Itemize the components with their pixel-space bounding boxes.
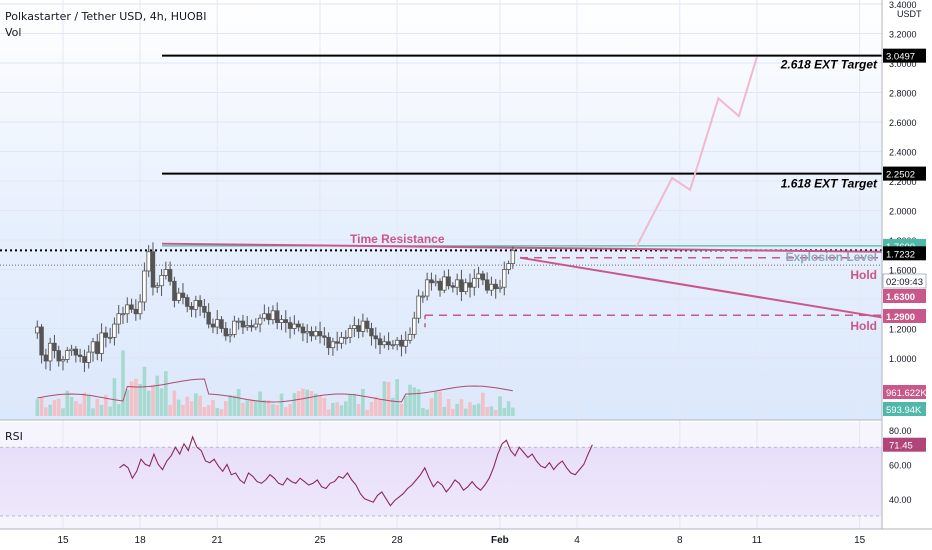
price-label-box — [883, 309, 926, 323]
price-label-box — [883, 289, 926, 303]
x-tick: 28 — [392, 535, 404, 546]
volume-label: Vol — [5, 26, 22, 39]
price-label: 593.94K — [886, 405, 922, 416]
y-tick: 2.0000 — [889, 207, 917, 217]
price-label-box — [883, 402, 926, 416]
rsi-tick: 60.00 — [889, 460, 912, 470]
x-tick: Feb — [491, 535, 509, 546]
y-tick: 3.2000 — [889, 30, 917, 40]
y-tick: 1.2000 — [889, 325, 917, 335]
rsi-value-box — [883, 437, 926, 452]
x-tick: 15 — [57, 535, 69, 546]
price-label: 3.0497 — [886, 52, 915, 63]
candles — [35, 242, 516, 373]
y-tick: 2.4000 — [889, 148, 917, 158]
time-axis: 15 18 21 25 28 Feb 4 8 11 15 — [57, 535, 865, 546]
price-label: 02:09:43 — [886, 277, 923, 288]
y-tick: 3.0000 — [889, 59, 917, 69]
level-lines — [0, 54, 883, 329]
x-tick: 4 — [574, 535, 580, 546]
y-tick: 1.0000 — [889, 354, 917, 364]
y-tick: 2.6000 — [889, 118, 917, 128]
y-tick: 1.6000 — [889, 266, 917, 276]
rsi-tick: 80.00 — [889, 426, 912, 436]
price-label-box — [883, 166, 926, 181]
price-label: 1.7232 — [886, 249, 915, 260]
x-tick: 8 — [677, 535, 683, 546]
grid — [0, 0, 882, 529]
time-resistance-label: Time Resistance — [350, 232, 445, 246]
chart-title: Polkastarter / Tether USD, 4h, HUOBI — [5, 10, 207, 23]
price-label: 2.2502 — [886, 170, 915, 181]
hold-lower-label: Hold — [850, 319, 877, 333]
ext-2618-label: 2.618 EXT Target — [780, 58, 878, 72]
x-tick: 15 — [854, 535, 866, 546]
hold-upper-label: Hold — [850, 268, 877, 282]
x-tick: 18 — [135, 535, 147, 546]
y-axis-unit: USDT — [897, 9, 922, 19]
rsi-indicator — [0, 435, 882, 517]
price-label-box — [883, 246, 926, 261]
price-label-box — [883, 385, 926, 399]
rsi-value: 71.45 — [889, 441, 913, 452]
price-label-box — [882, 273, 927, 289]
price-label: 961.622K — [886, 388, 927, 399]
x-tick: 11 — [752, 535, 763, 546]
annotations: 2.618 EXT Target 1.618 EXT Target Time Res… — [350, 58, 878, 333]
rsi-label: RSI — [5, 430, 23, 443]
x-tick: 21 — [212, 535, 224, 546]
y-tick: 2.8000 — [889, 89, 917, 99]
volume-bars — [35, 350, 515, 416]
explosion-level-label: Explosion Level — [786, 250, 877, 264]
y-tick: 2.2000 — [889, 177, 917, 187]
x-tick: 25 — [314, 535, 326, 546]
y-tick: 3.4000 — [889, 0, 917, 10]
price-label-box — [883, 48, 926, 63]
price-axis: 3.4000 3.2000 3.0000 2.8000 2.6000 2.4000 2.20… — [0, 0, 932, 530]
price-label: 1.6300 — [886, 292, 915, 303]
ext-1618-label: 1.618 EXT Target — [781, 177, 878, 191]
price-label: 1.2900 — [886, 312, 915, 323]
rsi-tick: 40.00 — [889, 495, 912, 505]
